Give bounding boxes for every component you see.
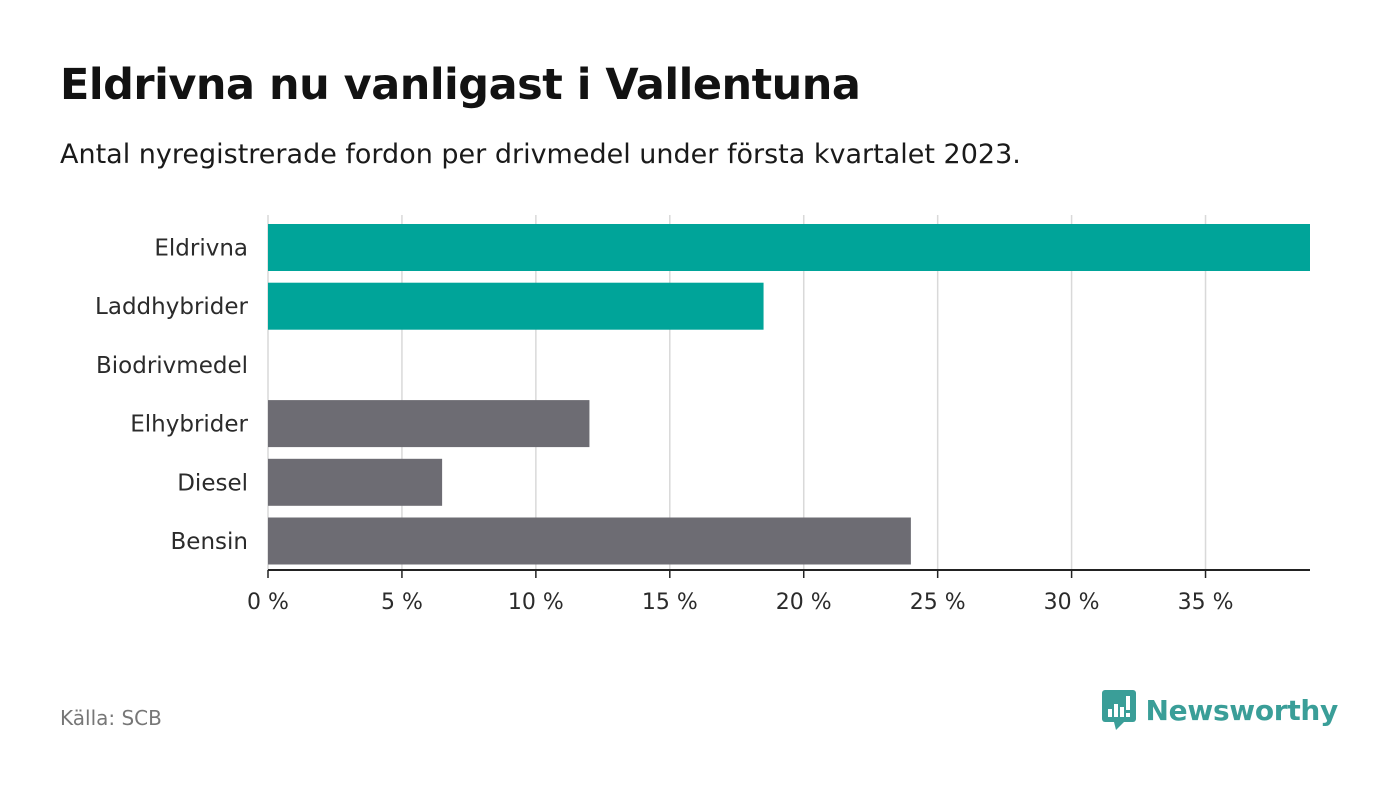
category-labels: Eldrivna Laddhybrider Biodrivmedel Elhybrid… [95, 236, 248, 556]
category-label: Bensin [171, 529, 248, 555]
source-note: Källa: SCB [60, 706, 162, 730]
bar-eldrivna [268, 224, 1310, 271]
category-label: Laddhybrider [95, 294, 248, 320]
bars [268, 224, 1310, 565]
x-tick-label: 30 % [1044, 590, 1100, 615]
bar-laddhybrider [268, 282, 764, 330]
x-tick-label: 15 % [642, 590, 698, 615]
bar-bensin [268, 517, 911, 565]
x-tick-label: 25 % [910, 590, 966, 615]
category-label: Biodrivmedel [96, 353, 248, 379]
x-tick-label: 10 % [508, 590, 564, 615]
bar-diesel [268, 458, 443, 506]
page-subtitle: Antal nyregistrerade fordon per drivmede… [60, 139, 1021, 170]
brand-name: Newsworthy [1145, 693, 1339, 727]
x-tick-label: 20 % [776, 590, 832, 615]
brand-logo: Newsworthy [1101, 690, 1339, 730]
category-label: Eldrivna [154, 236, 248, 262]
x-axis [267, 569, 1310, 578]
bar-chart: Eldrivna Laddhybrider Biodrivmedel Elhybrid… [95, 215, 1310, 615]
x-tick-label: 5 % [381, 590, 423, 615]
page-title: Eldrivna nu vanligast i Vallentuna [60, 60, 861, 110]
grid-lines [267, 215, 1207, 570]
bar-elhybrider [268, 400, 590, 448]
x-tick-label: 35 % [1178, 590, 1234, 615]
newsworthy-logo-icon [1101, 690, 1136, 730]
x-tick-labels: 0 % 5 % 10 % 15 % 20 % 25 % 30 % 35 % [247, 590, 1233, 615]
category-label: Elhybrider [130, 412, 248, 438]
x-tick-label: 0 % [247, 590, 289, 615]
category-label: Diesel [177, 470, 248, 496]
